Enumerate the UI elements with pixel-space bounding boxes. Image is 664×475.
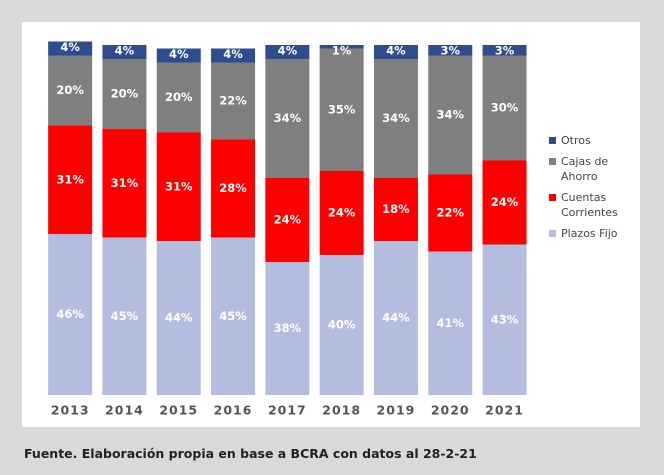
bar-segment — [373, 178, 418, 241]
bar-segment — [156, 62, 201, 133]
data-label: 45% — [219, 309, 247, 323]
legend-item: Plazos Fijo — [549, 226, 629, 241]
bar-segment — [428, 45, 473, 56]
bar-segment — [211, 62, 256, 140]
data-label: 44% — [165, 311, 193, 325]
legend-swatch — [549, 158, 556, 165]
legend: Otros Cajas de Ahorro Cuentas Corrientes Pl… — [549, 133, 629, 247]
data-label: 3% — [495, 44, 515, 58]
data-label: 45% — [111, 309, 139, 323]
data-label: 30% — [491, 101, 519, 115]
x-tick-label: 2014 — [105, 403, 144, 418]
legend-swatch — [549, 194, 556, 201]
data-label: 24% — [491, 195, 519, 209]
data-label: 22% — [436, 206, 464, 220]
legend-label: Plazos Fijo — [561, 227, 618, 240]
data-label: 3% — [440, 44, 460, 58]
x-tick-label: 2018 — [322, 403, 361, 418]
x-tick-label: 2020 — [431, 403, 470, 418]
data-label: 46% — [56, 307, 84, 321]
bar-segment — [211, 48, 256, 63]
bar-segment — [265, 45, 310, 59]
data-label: 20% — [165, 90, 193, 104]
bar-segment — [319, 48, 364, 171]
x-tick-label: 2013 — [51, 403, 90, 418]
data-label: 4% — [386, 44, 406, 58]
data-label: 34% — [382, 111, 410, 125]
bar-segment — [482, 45, 527, 56]
data-label: 34% — [436, 108, 464, 122]
bar-segment — [265, 178, 310, 262]
x-tick-label: 2017 — [268, 403, 307, 418]
bar-segment — [156, 48, 201, 63]
bar-segment — [265, 262, 310, 395]
x-tick-label: 2021 — [485, 403, 524, 418]
legend-swatch — [549, 230, 556, 237]
bar-segment — [265, 59, 310, 178]
legend-label: Cuentas Corrientes — [561, 191, 618, 219]
data-label: 20% — [56, 83, 84, 97]
bar-segment — [211, 139, 256, 238]
bar-segment — [373, 241, 418, 395]
data-label: 4% — [60, 40, 80, 54]
bar-segment — [428, 174, 473, 252]
data-label: 4% — [223, 47, 243, 61]
data-label: 24% — [274, 213, 302, 227]
bar-segment — [48, 41, 93, 56]
source-note: Fuente. Elaboración propia en base a BCR… — [24, 446, 477, 461]
data-label: 20% — [111, 87, 139, 101]
x-tick-label: 2015 — [159, 403, 198, 418]
data-label: 41% — [436, 316, 464, 330]
bar-segment — [102, 45, 147, 59]
legend-label: Otros — [561, 134, 591, 147]
bar-segment — [319, 45, 364, 49]
x-tick-label: 2016 — [214, 403, 253, 418]
bar-segment — [482, 160, 527, 245]
bar-segment — [48, 125, 93, 234]
data-label: 24% — [328, 206, 356, 220]
bar-segment — [48, 55, 93, 126]
data-label: 40% — [328, 318, 356, 332]
data-label: 4% — [115, 44, 135, 58]
bar-segment — [102, 129, 147, 238]
bar-segment — [319, 255, 364, 395]
bar-segment — [319, 171, 364, 255]
data-label: 28% — [219, 181, 247, 195]
legend-swatch — [549, 137, 556, 144]
data-label: 38% — [274, 321, 302, 335]
legend-item: Cajas de Ahorro — [549, 154, 629, 184]
data-label: 35% — [328, 102, 356, 116]
data-label: 31% — [56, 172, 84, 186]
data-label: 18% — [382, 202, 410, 216]
bar-segment — [211, 237, 256, 395]
x-tick-label: 2019 — [377, 403, 416, 418]
bar-segment — [48, 234, 93, 395]
bar-segment — [373, 45, 418, 59]
bar-segment — [102, 237, 147, 395]
data-label: 4% — [169, 47, 189, 61]
data-label: 22% — [219, 94, 247, 108]
data-label: 31% — [165, 179, 193, 193]
data-label: 43% — [491, 312, 519, 326]
bar-segment — [428, 251, 473, 395]
data-label: 44% — [382, 311, 410, 325]
bar-segment — [102, 59, 147, 129]
bar-segment — [373, 59, 418, 178]
data-label: 31% — [111, 176, 139, 190]
legend-label: Cajas de Ahorro — [561, 155, 609, 183]
data-label: 1% — [332, 44, 352, 58]
data-label: 34% — [274, 111, 302, 125]
bar-segment — [156, 241, 201, 395]
legend-item: Cuentas Corrientes — [549, 190, 629, 220]
bar-segment — [156, 132, 201, 241]
bar-segment — [482, 244, 527, 395]
bar-segment — [428, 55, 473, 175]
bar-segment — [482, 55, 527, 161]
data-label: 4% — [278, 44, 298, 58]
legend-item: Otros — [549, 133, 629, 148]
